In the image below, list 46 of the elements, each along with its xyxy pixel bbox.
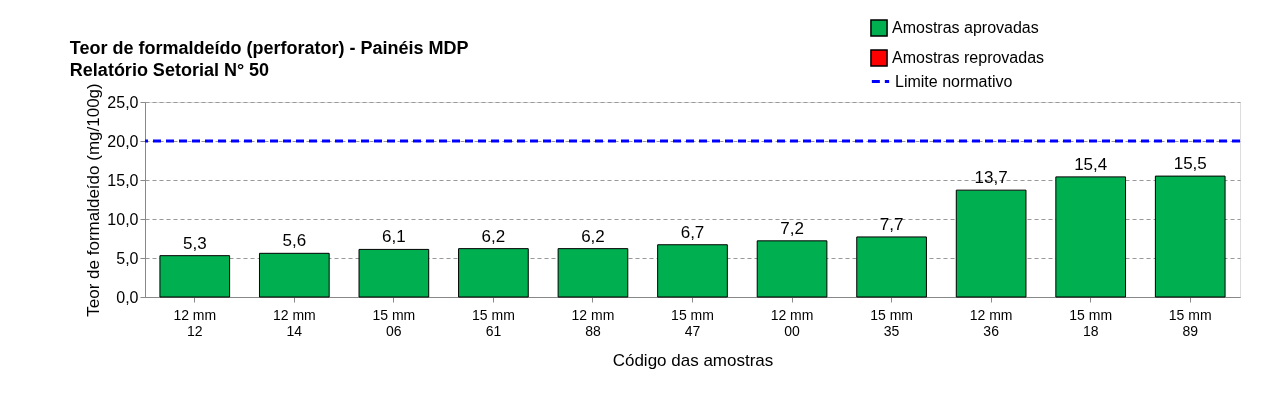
y-tick-label: 15,0: [107, 171, 139, 189]
bar: [258, 252, 330, 298]
text: 6,2: [481, 226, 506, 246]
x-tick-label: 15 mm 35: [870, 306, 913, 339]
x-tick-label: 15 mm 06: [372, 306, 416, 339]
x-tick-label: 12 mm 36: [969, 306, 1013, 339]
x-tick-label: 15 mm 89: [1168, 306, 1212, 339]
x-tick-label: 15 mm 47: [671, 306, 714, 339]
text: 7,2: [780, 218, 804, 238]
legend-label: Amostras reprovadas: [892, 49, 1045, 66]
x-tick-label: 12 mm 12: [173, 306, 217, 339]
text: 15,4: [1074, 154, 1108, 174]
text: 6,2: [581, 226, 605, 246]
bar: [657, 244, 728, 298]
text: 5,3: [182, 233, 207, 253]
chart-title: Teor de formaldeído (perforator) - Painéis MDP: [69, 38, 469, 58]
chart-subtitle: Relatório Setorial N° 50: [69, 60, 270, 80]
legend-label: Amostras aprovadas: [892, 19, 1039, 36]
legend-label: Limite normativo: [895, 72, 1013, 90]
x-tick-label: 15 mm 18: [1069, 306, 1113, 339]
text: 15,5: [1173, 154, 1207, 174]
x-tick-label: 12 mm 00: [770, 306, 814, 339]
text: 6,1: [382, 227, 406, 247]
text: 6,7: [680, 222, 705, 242]
bar: [557, 248, 629, 298]
x-axis-title: Código das amostras: [612, 350, 774, 370]
bar: [955, 189, 1027, 298]
x-tick-label: 12 mm 14: [272, 306, 316, 339]
bar: [856, 236, 927, 298]
y-tick-label: 20,0: [107, 132, 139, 150]
bar: [1055, 176, 1127, 298]
x-tick-label: 12 mm 88: [571, 306, 615, 339]
bar: [756, 240, 828, 298]
bar: [358, 248, 430, 298]
text: 7,7: [879, 214, 904, 234]
y-tick-label: 25,0: [107, 93, 139, 111]
y-axis-title: Teor de formaldeído (mg/100g): [84, 83, 104, 317]
bar: [1154, 175, 1226, 298]
y-tick-label: 0,0: [116, 288, 139, 306]
text: 13,7: [974, 168, 1008, 188]
y-tick-label: 5,0: [116, 249, 139, 267]
y-tick-label: 10,0: [107, 210, 139, 228]
bar: [458, 248, 529, 298]
x-tick-label: 15 mm 61: [472, 306, 515, 339]
bar: [159, 255, 231, 298]
text: 5,6: [282, 231, 307, 251]
